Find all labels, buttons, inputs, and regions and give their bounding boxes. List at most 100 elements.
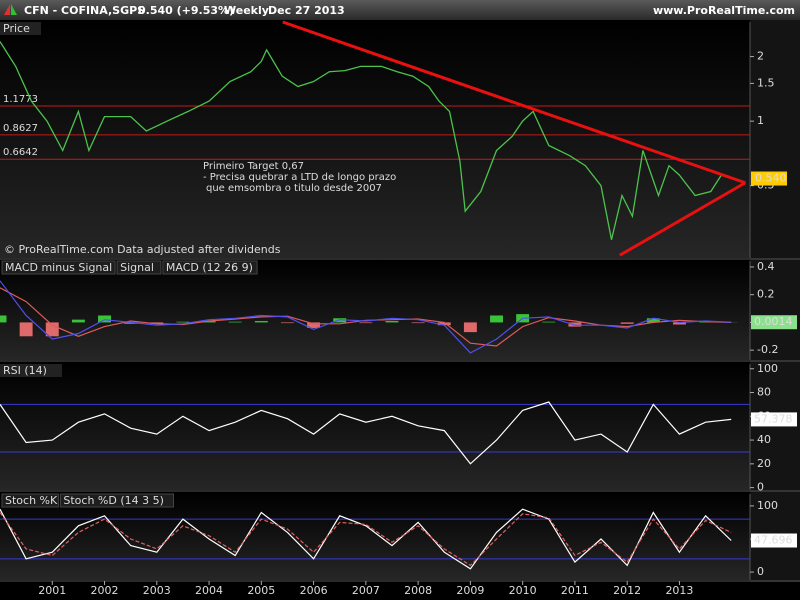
panel-label-bg (0, 364, 62, 377)
histogram-bar (98, 315, 111, 323)
x-tick-label: 2010 (509, 584, 537, 597)
x-tick-label: 2007 (352, 584, 380, 597)
annotation: que emsombra o titulo desde 2007 (206, 183, 382, 194)
footnote: © ProRealTime.com Data adjusted after di… (4, 243, 281, 256)
legend-item: Stoch %D (14 3 5) (63, 494, 164, 507)
x-tick-label: 2013 (665, 584, 693, 597)
histogram-bar (202, 321, 216, 323)
price-box-label: 0.540 (755, 172, 787, 185)
header-bar (0, 0, 800, 20)
histogram-bar (437, 322, 451, 326)
indicator-line (0, 280, 732, 354)
y-tick-label: 0 (757, 481, 764, 494)
support-label: 0.6642 (3, 147, 38, 158)
legend-item: MACD minus Signal (5, 261, 112, 274)
histogram-bar (228, 321, 242, 323)
x-tick-label: 2003 (143, 584, 171, 597)
histogram-bar (307, 322, 321, 328)
y-tick-label: 1 (757, 114, 764, 127)
trendline (282, 20, 746, 185)
symbol: CFN - COFINA,SGPS (24, 4, 145, 17)
histogram-bar (19, 322, 33, 337)
histogram-bar (568, 322, 582, 327)
trendline (619, 181, 747, 257)
histogram-bar (490, 315, 503, 323)
panel-background (0, 261, 750, 360)
value-box (751, 533, 797, 548)
histogram-bar (254, 321, 268, 323)
x-tick-label: 2008 (404, 584, 432, 597)
value-box (751, 412, 797, 427)
period: Weekly (224, 4, 269, 17)
logo (11, 4, 17, 15)
x-tick-label: 2011 (561, 584, 589, 597)
y-tick-label: 0 (757, 565, 764, 578)
panel-label-bg (0, 22, 41, 35)
histogram-bar (411, 322, 425, 324)
legend-bg (116, 260, 162, 275)
indicator-line (0, 508, 732, 570)
histogram-bar (45, 322, 59, 337)
date: Dec 27 2013 (268, 4, 345, 17)
histogram-bar (176, 321, 190, 323)
support-label: 0.8627 (3, 123, 38, 134)
x-tick-label: 2002 (91, 584, 119, 597)
panel-background (0, 364, 750, 490)
histogram-bar (359, 322, 373, 324)
x-tick-label: 2006 (300, 584, 328, 597)
panel-label: Price (3, 22, 30, 35)
indicator-line (0, 512, 732, 567)
y-tick-label: 40 (757, 433, 771, 446)
legend-item: MACD (12 26 9) (166, 261, 253, 274)
source: www.ProRealTime.com (653, 4, 795, 17)
histogram-bar (150, 322, 164, 324)
change: 0.540 (+9.53%) (138, 4, 234, 17)
y-tick-label: 1.5 (757, 76, 775, 89)
histogram-bar (280, 322, 294, 324)
y-tick-label: 2 (757, 50, 764, 63)
panel-label: RSI (14) (3, 364, 47, 377)
histogram-bar (0, 315, 7, 323)
panel-background (0, 494, 750, 580)
logo (4, 4, 10, 15)
panel-background (0, 22, 750, 258)
value-box-label: 0.0014 (754, 315, 793, 328)
legend-item: Stoch %K (5, 494, 58, 507)
legend-bg (59, 493, 174, 508)
x-tick-label: 2004 (195, 584, 223, 597)
value-box-label: 57.378 (754, 412, 793, 425)
legend-bg (162, 260, 258, 275)
histogram-bar (542, 321, 556, 323)
y-tick-label: 80 (757, 386, 771, 399)
histogram-bar (124, 322, 138, 324)
histogram-bar (620, 322, 634, 324)
histogram-bar (385, 321, 399, 323)
annotation: Primeiro Target 0,67 (203, 161, 304, 172)
x-tick-label: 2009 (456, 584, 484, 597)
y-tick-label: 20 (757, 457, 771, 470)
x-tick-label: 2012 (613, 584, 641, 597)
support-label: 1.1773 (3, 94, 38, 105)
legend-bg (1, 493, 59, 508)
axis-panel (750, 20, 800, 582)
value-box-label: 47.696 (754, 534, 793, 547)
histogram-bar (672, 322, 686, 325)
histogram-bar (463, 322, 477, 333)
price-box (751, 171, 787, 186)
x-tick-label: 2001 (38, 584, 66, 597)
histogram-bar (71, 319, 85, 323)
value-box (751, 315, 797, 330)
indicator-line (0, 401, 732, 465)
annotation: - Precisa quebrar a LTD de longo prazo (203, 172, 396, 183)
price-line (0, 41, 732, 240)
y-tick-label: 0.2 (757, 288, 775, 301)
y-tick-label: -0.2 (757, 343, 778, 356)
y-tick-label: 100 (757, 499, 778, 512)
x-tick-label: 2005 (247, 584, 275, 597)
y-tick-label: 0.4 (757, 260, 775, 273)
histogram-bar (646, 318, 660, 323)
legend-item: Signal (120, 261, 154, 274)
legend-bg (1, 260, 116, 275)
